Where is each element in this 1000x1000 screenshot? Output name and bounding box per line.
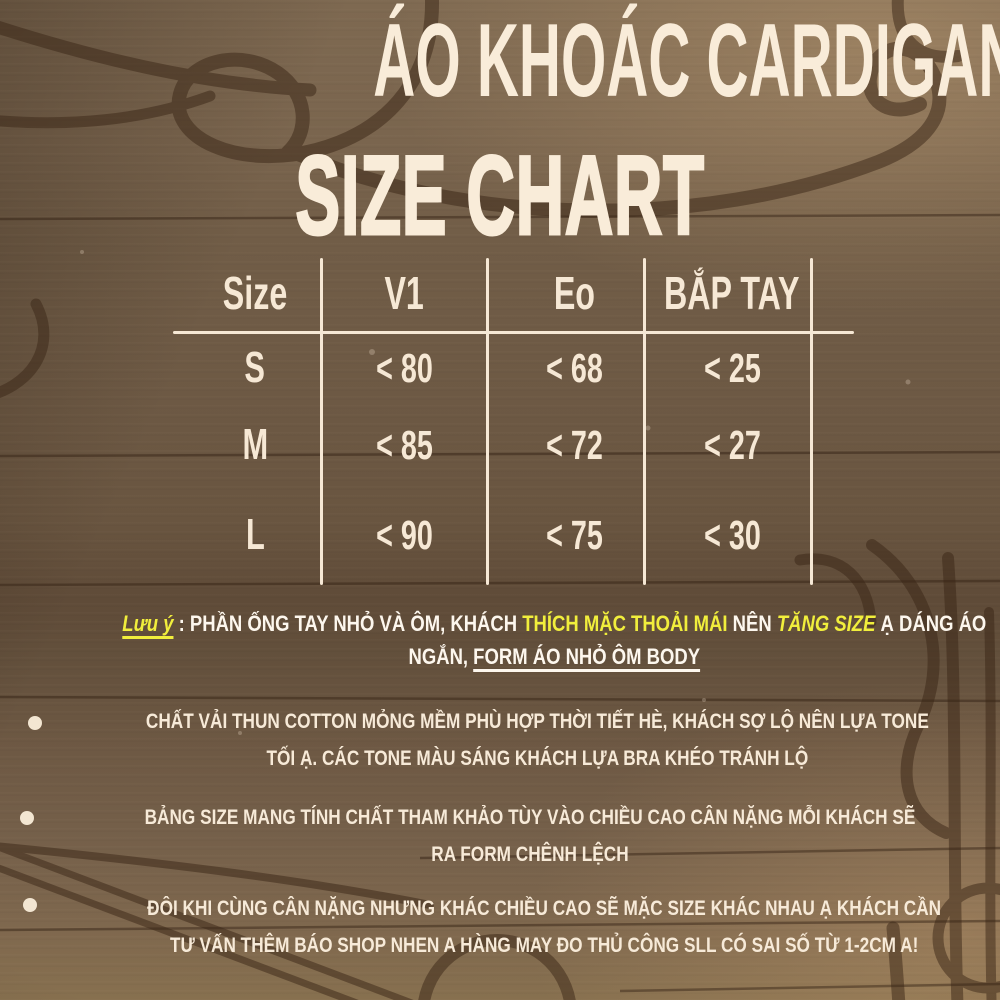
bullet-dot-icon <box>28 716 42 730</box>
page-title: ÁO KHOÁC CARDIGAN CROPTOP <box>0 8 1000 114</box>
bullet-item-1: CHẤT VẢI THUN COTTON MỎNG MỀM PHÙ HỢP TH… <box>60 703 980 777</box>
row-s-bap-tay: < 25 <box>703 344 761 391</box>
note-part2: NÊN <box>727 611 777 636</box>
row-s-eo: < 68 <box>545 344 603 391</box>
table-header-divider <box>173 331 854 334</box>
column-header-eo: Eo <box>553 267 595 319</box>
column-header-v1: V1 <box>384 267 424 319</box>
row-s-label: S <box>244 343 266 392</box>
row-l-v1: < 90 <box>375 511 433 558</box>
bullet-item-3: ĐÔI KHI CÙNG CÂN NẶNG NHƯNG KHÁC CHIỀU C… <box>60 890 980 964</box>
size-table: Size V1 Eo BẮP TAY S < 80 < 68 < 25 M < … <box>173 255 854 585</box>
note-part4: NGẮN, <box>408 644 474 669</box>
row-m-label: M <box>242 420 268 469</box>
table-vertical-line-3 <box>643 258 646 585</box>
note-underlined: FORM ÁO NHỎ ÔM BODY <box>473 644 701 669</box>
page-title-text: ÁO KHOÁC CARDIGAN CROPTOP <box>373 3 1000 119</box>
row-l-label: L <box>245 510 265 559</box>
bullet-dot-icon <box>23 898 37 912</box>
size-chart-heading-text: SIZE CHART <box>294 133 705 258</box>
note-part3: Ạ DÁNG ÁO <box>875 611 987 636</box>
table-vertical-line-2 <box>486 258 489 585</box>
column-header-bap-tay: BẮP TAY <box>664 267 800 319</box>
note-highlight-2: TĂNG SIZE <box>776 611 876 636</box>
column-header-size: Size <box>222 267 288 319</box>
bullet-2-line-1: BẢNG SIZE MANG TÍNH CHẤT THAM KHẢO TÙY V… <box>144 806 916 829</box>
row-m-v1: < 85 <box>375 421 433 468</box>
row-m-eo: < 72 <box>545 421 603 468</box>
note-colon: : <box>173 611 190 636</box>
note-highlight-1: THÍCH MẶC THOẢI MÁI <box>522 611 728 636</box>
row-l-eo: < 75 <box>545 511 603 558</box>
size-chart-heading: SIZE CHART <box>0 133 1000 258</box>
dust-speckles <box>80 250 911 735</box>
row-l-bap-tay: < 30 <box>703 511 761 558</box>
note-leadin: Lưu ý <box>122 611 174 636</box>
bullet-3-line-2: TƯ VẤN THÊM BÁO SHOP NHEN A HÀNG MAY ĐO … <box>169 934 919 957</box>
note-text: Lưu ý : PHẦN ỐNG TAY NHỎ VÀ ÔM, KHÁCH TH… <box>40 607 986 673</box>
bullet-3-line-1: ĐÔI KHI CÙNG CÂN NẶNG NHƯNG KHÁC CHIỀU C… <box>147 897 942 920</box>
row-m-bap-tay: < 27 <box>703 421 761 468</box>
row-s-v1: < 80 <box>375 344 433 391</box>
bullet-2-line-2: RA FORM CHÊNH LỆCH <box>431 843 629 866</box>
note-part1: PHẦN ỐNG TAY NHỎ VÀ ÔM, KHÁCH <box>189 611 523 636</box>
table-vertical-line-4 <box>810 258 813 585</box>
table-vertical-line-1 <box>320 258 323 585</box>
bullet-1-line-2: TỐI Ạ. CÁC TONE MÀU SÁNG KHÁCH LỰA BRA K… <box>266 747 809 770</box>
bullet-1-line-1: CHẤT VẢI THUN COTTON MỎNG MỀM PHÙ HỢP TH… <box>145 710 929 733</box>
bullet-dot-icon <box>20 811 34 825</box>
bullet-item-2: BẢNG SIZE MANG TÍNH CHẤT THAM KHẢO TÙY V… <box>60 799 980 873</box>
